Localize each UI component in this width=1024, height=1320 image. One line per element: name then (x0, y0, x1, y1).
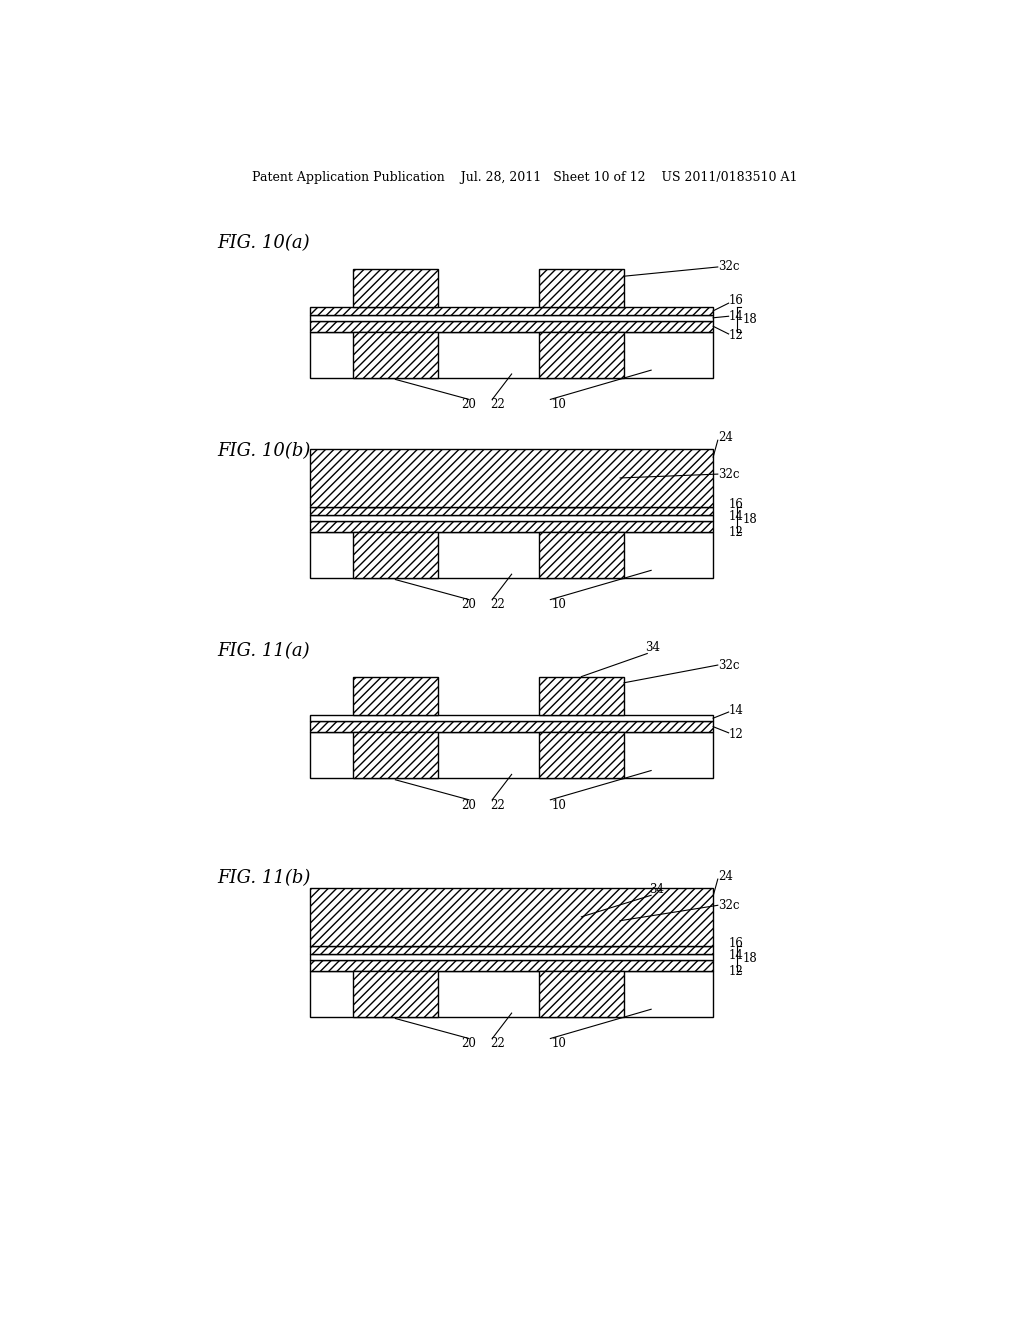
Text: 10: 10 (552, 799, 567, 812)
Text: 10: 10 (552, 399, 567, 412)
Text: 10: 10 (552, 598, 567, 611)
Bar (356, 478, 434, 507)
Text: 20: 20 (461, 1038, 476, 1051)
Text: 32c: 32c (719, 899, 740, 912)
Text: Patent Application Publication    Jul. 28, 2011   Sheet 10 of 12    US 2011/0183: Patent Application Publication Jul. 28, … (252, 172, 798, 185)
Bar (310, 308, 713, 314)
Bar (352, 331, 438, 378)
Bar (543, 478, 621, 507)
Text: 22: 22 (489, 399, 505, 412)
Bar (310, 721, 713, 733)
Bar (352, 532, 438, 578)
Bar (310, 946, 713, 954)
Bar (310, 888, 713, 946)
Text: 12: 12 (729, 727, 743, 741)
Bar (310, 321, 713, 331)
Text: FIG. 10(b): FIG. 10(b) (217, 442, 310, 459)
Bar (310, 532, 713, 578)
Bar (310, 314, 713, 321)
Text: 34: 34 (645, 640, 659, 653)
Text: 16: 16 (729, 294, 743, 308)
Text: 18: 18 (742, 952, 758, 965)
Text: 18: 18 (742, 513, 758, 527)
Bar (310, 449, 713, 507)
Text: 16: 16 (729, 499, 743, 511)
Bar (356, 917, 434, 946)
Text: 24: 24 (719, 432, 733, 445)
Bar (310, 715, 713, 721)
Text: 12: 12 (729, 329, 743, 342)
Text: FIG. 10(a): FIG. 10(a) (217, 234, 309, 252)
Text: 10: 10 (552, 1038, 567, 1051)
Bar (310, 733, 713, 779)
Bar (539, 268, 624, 308)
Text: 20: 20 (461, 598, 476, 611)
Bar (539, 677, 624, 715)
Text: 12: 12 (729, 527, 743, 539)
Bar (539, 733, 624, 779)
Text: 14: 14 (729, 949, 743, 962)
Text: FIG. 11(b): FIG. 11(b) (217, 870, 310, 887)
Bar (310, 515, 713, 521)
Text: 32c: 32c (719, 260, 740, 273)
Text: 18: 18 (742, 313, 758, 326)
Bar (539, 331, 624, 378)
Text: 22: 22 (489, 799, 505, 812)
Bar (352, 733, 438, 779)
Text: 20: 20 (461, 399, 476, 412)
Text: FIG. 11(a): FIG. 11(a) (217, 643, 309, 660)
Bar (310, 954, 713, 960)
Text: 24: 24 (719, 870, 733, 883)
Bar (310, 331, 713, 378)
Bar (539, 970, 624, 1016)
Text: 20: 20 (461, 799, 476, 812)
Text: 14: 14 (729, 310, 743, 323)
Text: 14: 14 (729, 510, 743, 523)
Text: 22: 22 (489, 1038, 505, 1051)
Bar (310, 970, 713, 1016)
Text: 12: 12 (729, 965, 743, 978)
Bar (310, 960, 713, 970)
Bar (352, 677, 438, 715)
Text: 22: 22 (489, 598, 505, 611)
Text: 32c: 32c (719, 467, 740, 480)
Text: 14: 14 (729, 704, 743, 717)
Bar (539, 532, 624, 578)
Bar (352, 970, 438, 1016)
Text: 34: 34 (649, 883, 664, 896)
Text: 16: 16 (729, 937, 743, 950)
Bar (310, 507, 713, 515)
Bar (310, 521, 713, 532)
Bar (352, 268, 438, 308)
Bar (543, 917, 621, 946)
Text: 32c: 32c (719, 659, 740, 672)
